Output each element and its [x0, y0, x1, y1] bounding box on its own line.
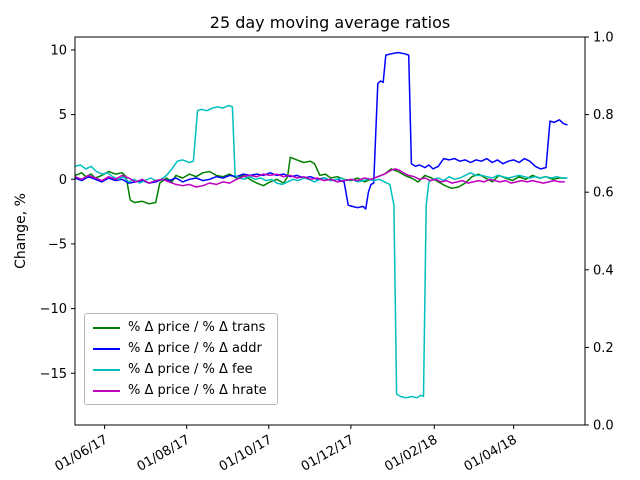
- series-line-3: [74, 168, 565, 188]
- legend-item-1: % Δ price / % Δ addr: [93, 341, 267, 356]
- legend-line-swatch: [93, 389, 120, 392]
- legend: % Δ price / % Δ trans % Δ price / % Δ add…: [84, 313, 278, 405]
- y-tick-label-right: 0.8: [593, 108, 614, 123]
- legend-item-0: % Δ price / % Δ trans: [93, 320, 267, 335]
- x-tick-label: 01/08/17: [135, 432, 193, 474]
- y-tick-label-right: 0.6: [593, 186, 614, 201]
- x-tick-label: 01/02/18: [382, 432, 440, 474]
- legend-line-swatch: [93, 326, 120, 329]
- y-tick-label-left: −10: [40, 302, 67, 317]
- y-axis-label: Change, %: [13, 193, 29, 269]
- legend-label: % Δ price / % Δ hrate: [128, 383, 267, 398]
- y-tick-label-right: 0.4: [593, 263, 614, 278]
- legend-label: % Δ price / % Δ trans: [128, 320, 266, 335]
- chart-title: 25 day moving average ratios: [209, 13, 451, 32]
- x-tick-label: 01/04/18: [462, 432, 520, 474]
- series-line-1: [74, 51, 568, 210]
- legend-label: % Δ price / % Δ addr: [128, 341, 262, 356]
- y-tick-label-right: 1.0: [593, 31, 614, 46]
- x-tick-label: 01/12/17: [299, 432, 357, 474]
- legend-item-3: % Δ price / % Δ hrate: [93, 383, 267, 398]
- legend-line-swatch: [93, 368, 120, 371]
- y-tick-label-left: 0: [59, 173, 67, 188]
- y-tick-label-left: 5: [59, 108, 67, 123]
- axes-spines: [74, 36, 586, 426]
- legend-label: % Δ price / % Δ fee: [128, 362, 253, 377]
- legend-line-swatch: [93, 347, 120, 350]
- y-tick-label-left: 10: [50, 43, 67, 58]
- legend-item-2: % Δ price / % Δ fee: [93, 362, 267, 377]
- x-tick-label: 01/10/17: [217, 432, 275, 474]
- y-tick-label-right: 0.2: [593, 341, 614, 356]
- y-tick-label-left: −15: [40, 367, 67, 382]
- x-tick-label: 01/06/17: [53, 432, 111, 474]
- y-tick-label-left: −5: [48, 237, 67, 252]
- series-line-0: [74, 156, 567, 205]
- y-tick-label-right: 0.0: [593, 419, 614, 434]
